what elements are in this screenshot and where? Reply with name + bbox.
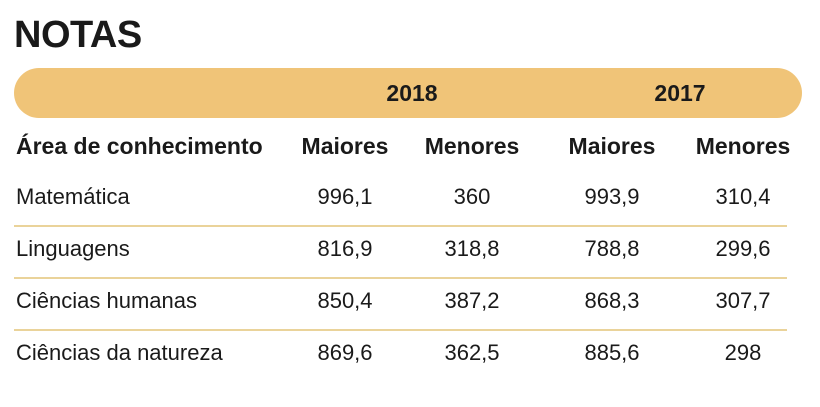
table-cell: 298 — [724, 340, 762, 365]
table-cell: 868,3 — [584, 288, 640, 313]
row-divider — [14, 277, 787, 279]
table-cell: 387,2 — [444, 288, 500, 313]
row-label: Matemática — [16, 184, 130, 209]
column-header-maiores-2017: Maiores — [568, 133, 656, 159]
row-label: Ciências humanas — [16, 288, 197, 313]
page-title: NOTAS — [14, 14, 142, 56]
row-label: Ciências da natureza — [16, 340, 223, 365]
table-cell: 816,9 — [317, 236, 373, 261]
year-header-bar — [14, 68, 802, 118]
table-cell: 996,1 — [317, 184, 373, 209]
row-label: Linguagens — [16, 236, 130, 261]
table-cell: 307,7 — [715, 288, 771, 313]
table-cell: 885,6 — [584, 340, 640, 365]
table-cell: 993,9 — [584, 184, 640, 209]
table-cell: 788,8 — [584, 236, 640, 261]
table-cell: 318,8 — [444, 236, 500, 261]
year-2018: 2018 — [386, 80, 438, 106]
table-cell: 310,4 — [715, 184, 771, 209]
year-2017: 2017 — [654, 80, 706, 106]
table-cell: 362,5 — [444, 340, 500, 365]
column-header-area: Área de conhecimento — [16, 133, 263, 159]
table-cell: 360 — [453, 184, 491, 209]
table-cell: 850,4 — [317, 288, 373, 313]
row-divider — [14, 329, 787, 331]
row-divider — [14, 225, 787, 227]
table-cell: 299,6 — [715, 236, 771, 261]
column-header-maiores-2018: Maiores — [301, 133, 389, 159]
column-header-menores-2017: Menores — [695, 133, 791, 159]
column-header-menores-2018: Menores — [424, 133, 520, 159]
table-cell: 869,6 — [317, 340, 373, 365]
